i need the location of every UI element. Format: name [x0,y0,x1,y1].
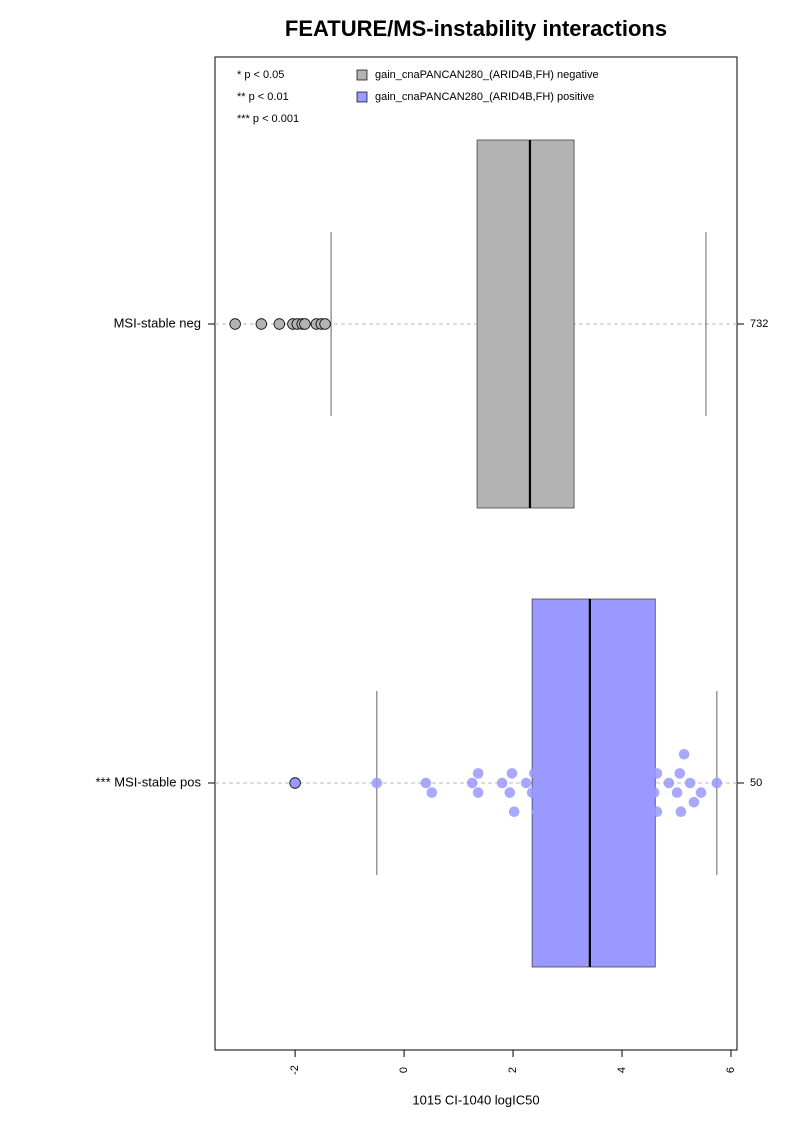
point [590,777,602,789]
point [472,768,484,779]
point [541,787,553,798]
point [531,806,543,818]
outlier [289,777,301,789]
point [614,787,626,798]
point [371,777,383,789]
legend-swatch [356,69,368,81]
point [508,806,520,818]
point [567,787,579,798]
outlier [255,318,268,330]
point [640,777,652,789]
point [663,777,675,789]
x-axis-label: 1015 CI-1040 logIC50 [412,1092,539,1107]
point [651,768,663,779]
point [420,777,432,789]
point [605,777,617,789]
point [621,796,633,808]
point [559,777,571,789]
point [544,768,556,779]
point [617,768,629,779]
legend-label: gain_cnaPANCAN280_(ARID4B,FH) negative [375,69,599,81]
point [526,787,538,798]
point [496,777,508,789]
point [608,796,620,808]
point [520,777,532,789]
x-tick-label: 6 [725,1067,737,1073]
point [577,777,589,789]
point [651,806,663,818]
point [534,777,546,789]
point [678,748,690,760]
chart-title: FEATURE/MS-instability interactions [285,16,667,41]
y-tick-label: *** MSI-stable pos [96,774,202,789]
x-tick-label: -2 [289,1065,301,1075]
box [476,139,575,509]
point [596,815,608,827]
count-label: 50 [750,777,762,789]
outlier [299,318,311,330]
significance-note: ** p < 0.01 [237,91,289,103]
point [529,768,540,779]
x-tick-label: 4 [616,1067,628,1073]
legend-label: gain_cnaPANCAN280_(ARID4B,FH) positive [375,91,594,103]
point [549,748,561,760]
point [466,777,478,789]
point [648,787,660,798]
point [506,768,518,779]
point [547,796,559,808]
point [628,777,640,789]
count-label: 732 [750,318,768,330]
point [536,825,548,837]
point [571,768,583,779]
point [671,787,683,798]
point [711,777,723,789]
outlier [229,318,241,330]
x-tick-label: 0 [398,1067,410,1073]
point [675,806,687,818]
point [592,758,604,770]
y-tick-label: MSI-stable neg [114,315,201,330]
outlier [273,318,285,330]
x-tick-label: 2 [507,1067,519,1073]
legend-swatch [356,91,368,103]
point [592,796,604,808]
point [532,748,544,760]
plot-frame [214,56,738,1051]
point [695,787,707,798]
point [504,787,516,798]
significance-note: *** p < 0.001 [237,113,299,125]
point [426,787,438,798]
significance-note: * p < 0.05 [237,69,284,81]
point [674,768,686,779]
point [561,796,573,808]
point [472,787,484,798]
point [688,796,700,808]
point [684,777,696,789]
outlier [319,318,331,330]
